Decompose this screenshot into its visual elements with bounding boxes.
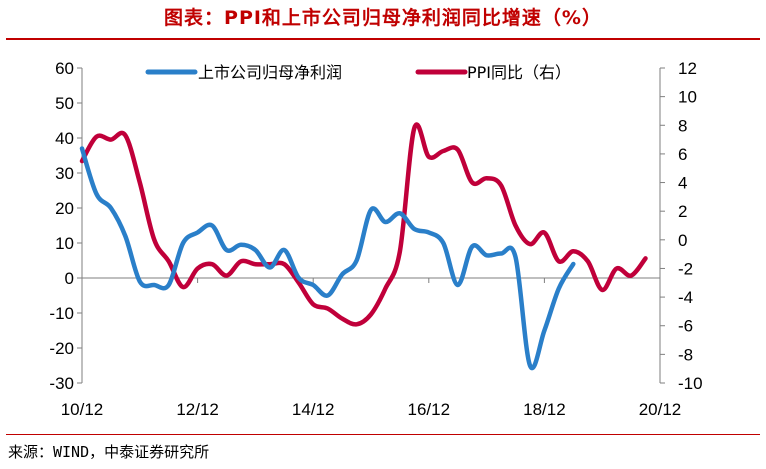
left-axis-tick-label: -10 [49,304,74,323]
line-chart: 6050403020100-10-20-30121086420-2-4-6-8-… [49,59,702,419]
right-axis-tick-label: 8 [678,116,687,135]
right-axis-tick-label: -8 [678,345,693,364]
left-axis-tick-label: 40 [55,129,74,148]
right-axis-tick-label: 0 [678,231,687,250]
left-axis-tick-label: 20 [55,199,74,218]
chart-title: 图表：PPI和上市公司归母净利润同比增速（%） [164,7,602,29]
series-line-ppi [79,122,648,327]
right-axis-tick-label: -6 [678,317,693,336]
left-axis-tick-label: -20 [49,339,74,358]
right-axis-tick-label: 12 [678,59,697,78]
left-axis-tick-label: 0 [65,269,74,288]
x-axis-tick-label: 16/12 [408,400,451,419]
source-note: 来源：WIND，中泰证券研究所 [8,443,210,461]
left-axis-tick-label: 30 [55,164,74,183]
x-axis-tick-label: 20/12 [639,400,682,419]
x-axis-tick-label: 10/12 [61,400,104,419]
right-axis-tick-label: -10 [678,374,703,393]
series-line-profit [79,146,576,371]
legend-label-profit: 上市公司归母净利润 [198,63,342,82]
source-divider [6,434,760,435]
left-axis-tick-label: 50 [55,94,74,113]
right-axis-tick-label: 10 [678,88,697,107]
left-axis-tick-label: -30 [49,374,74,393]
right-axis-tick-label: -4 [678,288,693,307]
chart-axes: 6050403020100-10-20-30121086420-2-4-6-8-… [49,59,702,419]
chart-series [79,122,648,371]
chart-legend: 上市公司归母净利润 PPI同比（右） [145,63,571,82]
right-axis-tick-label: 6 [678,145,687,164]
x-axis-tick-label: 12/12 [176,400,219,419]
x-axis-tick-label: 14/12 [292,400,335,419]
right-axis-tick-label: 4 [678,174,687,193]
right-axis-tick-label: -2 [678,259,693,278]
left-axis-tick-label: 60 [55,59,74,78]
x-axis-tick-label: 18/12 [523,400,566,419]
right-axis-tick-label: 2 [678,202,687,221]
legend-label-ppi: PPI同比（右） [467,63,571,82]
title-divider [6,38,760,40]
left-axis-tick-label: 10 [55,234,74,253]
